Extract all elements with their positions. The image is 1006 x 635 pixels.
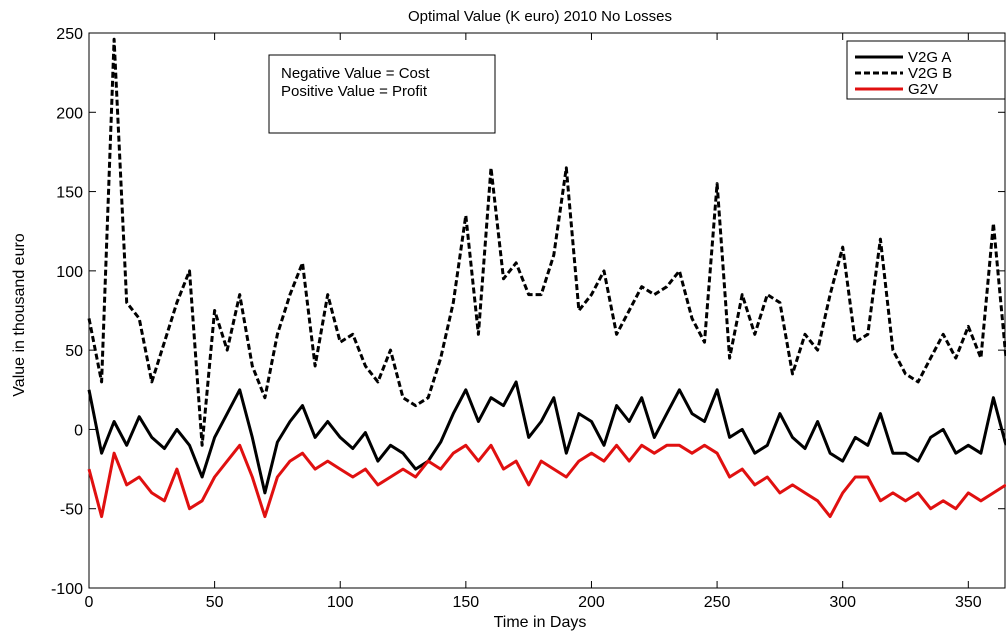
y-tick-label: 100 bbox=[56, 264, 83, 281]
x-tick-label: 200 bbox=[578, 594, 605, 611]
x-tick-label: 250 bbox=[704, 594, 731, 611]
legend-label-2: G2V bbox=[908, 81, 938, 98]
chart-title: Optimal Value (K euro) 2010 No Losses bbox=[408, 8, 672, 25]
series-line-1 bbox=[87, 37, 1006, 447]
y-tick-label: 150 bbox=[56, 185, 83, 202]
y-tick-label: 250 bbox=[56, 26, 83, 43]
x-tick-label: 50 bbox=[206, 594, 224, 611]
x-tick-label: 0 bbox=[85, 594, 94, 611]
annotation-line: Negative Value = Cost bbox=[281, 65, 430, 82]
annotation-line: Positive Value = Profit bbox=[281, 83, 428, 100]
y-tick-label: -50 bbox=[60, 502, 83, 519]
plot-frame bbox=[88, 32, 1006, 589]
axes: 0 50 100 150 200 250 300 350 -100 -50 0 50 100 150 200… bbox=[51, 26, 1006, 611]
x-axis-label: Time in Days bbox=[494, 614, 587, 631]
y-axis-label: Value in thousand euro bbox=[11, 233, 28, 396]
x-tick-label: 150 bbox=[452, 594, 479, 611]
y-tick-label: 200 bbox=[56, 105, 83, 122]
series-line-0 bbox=[87, 380, 1006, 495]
y-tick-label: -100 bbox=[51, 581, 83, 598]
annotation-frame bbox=[268, 54, 496, 134]
x-tick-label: 300 bbox=[829, 594, 856, 611]
x-tick-label: 350 bbox=[955, 594, 982, 611]
y-tick-label: 0 bbox=[74, 422, 83, 439]
legend-label-0: V2G A bbox=[908, 49, 951, 66]
x-tick-label: 100 bbox=[327, 594, 354, 611]
legend-label-1: V2G B bbox=[908, 65, 952, 82]
series-line-2 bbox=[87, 443, 1006, 519]
series-layer bbox=[87, 37, 1006, 519]
y-tick-label: 50 bbox=[65, 343, 83, 360]
